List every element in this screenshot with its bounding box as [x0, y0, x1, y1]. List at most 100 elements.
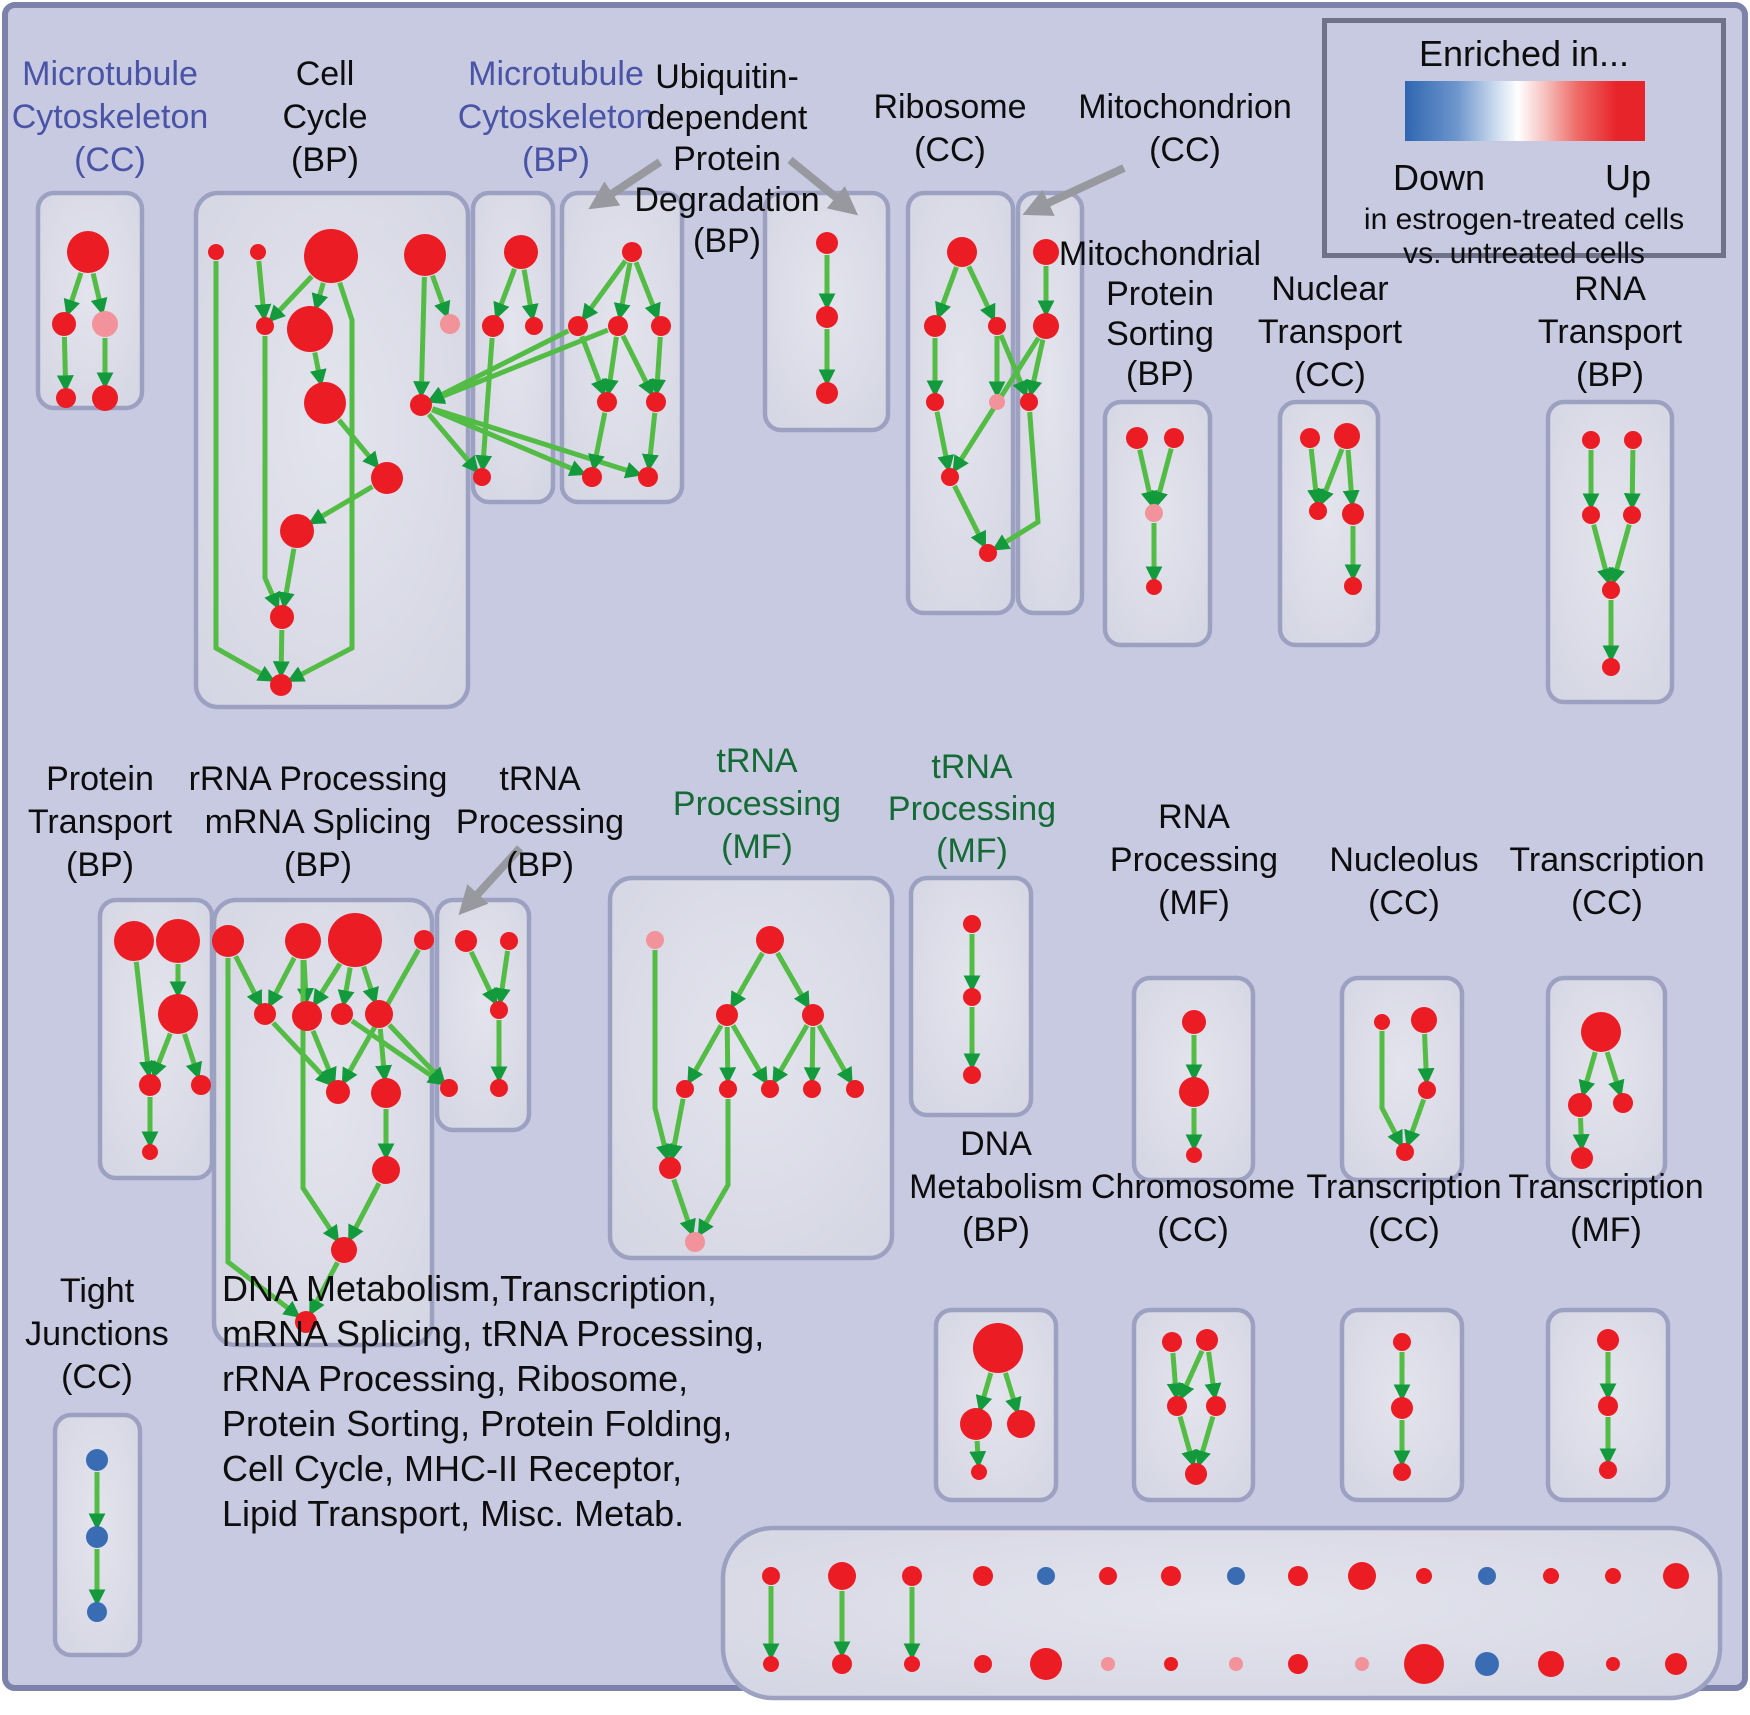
group-label-trna-processing-mf-large: (MF) [721, 828, 793, 866]
node-lb13 [1606, 1657, 1620, 1671]
edge-arrow-rr8-tbA [387, 1023, 446, 1085]
legend-box: Enriched in... Down Up in estrogen-treat… [1322, 18, 1726, 270]
edge-arrow-u2-cc9 [427, 328, 570, 402]
edge-arrow-cc9-m4 [426, 412, 479, 474]
label-pointer-arrow-3 [458, 845, 523, 916]
node-s1 [963, 915, 981, 933]
edge-arrow-f5-f10 [666, 1098, 686, 1162]
group-label-trna-processing-mf-large: Processing [673, 785, 841, 823]
node-m2 [482, 315, 504, 337]
node-cc9 [410, 394, 432, 416]
node-lt13 [1605, 1568, 1621, 1584]
node-lb5 [1101, 1657, 1115, 1671]
edge-arrow-f4-f7 [772, 1024, 810, 1085]
edge-arrow-tb1-tbM [468, 950, 498, 1006]
edge-arrow-A-C [90, 272, 108, 316]
node-lb14 [1665, 1653, 1687, 1675]
node-x3 [1393, 1463, 1411, 1481]
note-line: Lipid Transport, Misc. Metab. [222, 1493, 685, 1534]
group-label-rna-transport-bp: (BP) [1576, 356, 1644, 394]
group-label-chromosome-cc: Chromosome [1091, 1168, 1295, 1206]
edge-arrow-i1-i2 [1578, 1051, 1598, 1098]
group-box-mitochondrial-protein-sorting-bp [1102, 399, 1213, 648]
edge-arrow-q2-q3 [1317, 448, 1345, 507]
edge-arrow-f4-f9 [816, 1024, 853, 1085]
node-lt4 [1037, 1567, 1055, 1585]
group-box-transcription-cc-upper [1545, 975, 1668, 1183]
node-tbA [440, 1079, 458, 1097]
node-p1 [1126, 427, 1148, 449]
edge-arrow-A-B [63, 272, 84, 317]
edge-arrow-p2-p3 [1151, 447, 1174, 509]
node-f6 [719, 1080, 737, 1098]
legend-subtitle-line2: vs. untreated cells [1403, 237, 1645, 270]
merged-terms-note: DNA Metabolism,Transcription, mRNA Splic… [222, 1266, 764, 1536]
node-f11 [685, 1232, 705, 1252]
edge-arrow-f6-f11 [697, 1099, 731, 1238]
group-label-microtubule-cytoskeleton-cc: Cytoskeleton [12, 98, 209, 136]
edge-arrow-cc11-cc12 [277, 548, 297, 610]
node-v4 [1623, 506, 1641, 524]
node-c3 [1167, 1396, 1187, 1416]
group-box-dna-metabolism-bp [933, 1307, 1059, 1503]
edge-arrow-pt3-pt4 [150, 1032, 173, 1079]
node-d3 [1007, 1410, 1035, 1438]
edge-arrow-pt3-pt5 [182, 1033, 203, 1080]
node-g1 [1182, 1010, 1206, 1034]
node-q3 [1309, 502, 1327, 520]
node-cc7 [440, 314, 460, 334]
node-u4 [651, 316, 671, 336]
group-label-rrna-processing-mrna-splicing-bp: mRNA Splicing [205, 803, 432, 841]
node-f10 [659, 1157, 681, 1179]
node-pt2 [156, 919, 200, 963]
node-lb4 [1030, 1648, 1062, 1680]
node-lb10 [1404, 1644, 1444, 1684]
group-box-ribosome-cc [905, 190, 1016, 616]
edge-arrow-cc3-cc6 [311, 282, 329, 311]
edge-arrow-r1-r3 [966, 265, 996, 322]
node-tj3 [87, 1602, 107, 1622]
group-box-rna-transport-bp [1545, 399, 1675, 705]
group-label-nucleolus-cc: (CC) [1368, 884, 1440, 922]
node-pt4 [139, 1074, 161, 1096]
edge-arrow-u3-u6 [620, 334, 654, 397]
node-u8 [638, 467, 658, 487]
node-rrD [331, 1237, 357, 1263]
edge-arrow-f10-f11 [671, 1178, 696, 1237]
group-label-rna-processing-mf: (MF) [1158, 884, 1230, 922]
legend-title: Enriched in... [1418, 33, 1630, 74]
node-q4 [1342, 503, 1364, 525]
node-lt11 [1478, 1567, 1496, 1585]
node-lb9 [1355, 1657, 1369, 1671]
node-rr2 [285, 923, 321, 959]
node-lt12 [1543, 1568, 1559, 1584]
edge-arrow-m1-m3 [521, 269, 539, 322]
edge-arrow-rr3-rr8 [361, 965, 379, 1005]
edge-arrow-r6-r7 [952, 484, 986, 549]
group-label-nucleolus-cc: Nucleolus [1329, 841, 1478, 879]
edge-arrow-c2-c3 [1178, 1349, 1205, 1401]
node-i1 [1581, 1012, 1621, 1052]
group-box-chromosome-cc [1131, 1307, 1256, 1503]
group-label-trna-processing-mf-small: tRNA [931, 748, 1013, 786]
edge-arrow-f3-f7 [730, 1024, 768, 1085]
legend-subtitle-line1: in estrogen-treated cells [1363, 203, 1685, 236]
edge-arrow-r1-r2 [935, 266, 959, 320]
edge-arrow-h2-h3 [1417, 1033, 1435, 1086]
note-line: rRNA Processing, Ribosome, [222, 1358, 689, 1399]
group-label-protein-transport-bp: Protein [46, 760, 154, 798]
group-label-tight-junctions-cc: Tight [60, 1272, 135, 1310]
edge-arrow-i1-i3 [1604, 1051, 1625, 1098]
node-cc10 [371, 462, 403, 494]
edge-arrow-q2-q4 [1342, 449, 1360, 508]
node-lt5 [1099, 1567, 1117, 1585]
node-cc12 [270, 605, 294, 629]
edge-arrow-c3-c5 [1177, 1415, 1198, 1468]
group-label-ubiquitin-dependent-protein-degradation-bp: (BP) [693, 222, 761, 260]
group-box-nuclear-transport-cc [1277, 399, 1381, 648]
node-pt1 [114, 921, 154, 961]
node-u2 [568, 316, 588, 336]
node-rr8 [365, 1000, 393, 1028]
group-label-mitochondrial-protein-sorting-bp: Mitochondrial [1059, 235, 1261, 273]
node-x2 [1391, 1397, 1413, 1419]
